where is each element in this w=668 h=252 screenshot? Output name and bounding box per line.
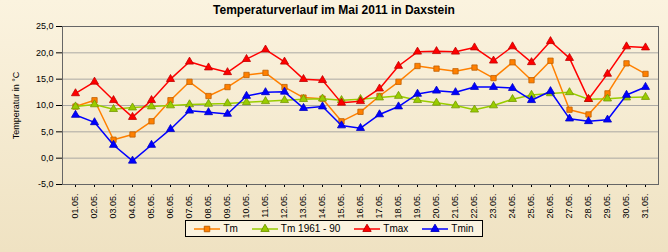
svg-text:04.05.: 04.05. [127, 194, 137, 219]
svg-text:20.05.: 20.05. [431, 194, 441, 219]
svg-text:25,0: 25,0 [36, 21, 54, 31]
svg-text:10,0: 10,0 [36, 100, 54, 110]
svg-text:23.05.: 23.05. [488, 194, 498, 219]
svg-text:02.05.: 02.05. [89, 194, 99, 219]
svg-text:Temperatur in °C: Temperatur in °C [11, 71, 21, 139]
svg-text:07.05.: 07.05. [184, 194, 194, 219]
svg-text:15.05.: 15.05. [336, 194, 346, 219]
svg-text:01.05.: 01.05. [70, 194, 80, 219]
svg-text:28.05.: 28.05. [583, 194, 593, 219]
svg-text:22.05.: 22.05. [469, 194, 479, 219]
html-text:Temperaturverlauf im Mai 2011: Temperaturverlauf im Mai 2011 in Daxstei… [213, 3, 455, 17]
svg-text:14.05.: 14.05. [317, 194, 327, 219]
svg-text:09.05.: 09.05. [222, 194, 232, 219]
html-text:Tmax: Tmax [383, 223, 409, 234]
svg-text:05.05.: 05.05. [146, 194, 156, 219]
svg-text:-5,0: -5,0 [38, 179, 54, 189]
svg-text:16.05.: 16.05. [355, 194, 365, 219]
html-text:Tm: Tm [223, 223, 238, 234]
html-text:Tmin: Tmin [451, 223, 474, 234]
svg-text:12.05.: 12.05. [279, 194, 289, 219]
svg-text:11.05.: 11.05. [260, 194, 270, 218]
svg-text:18.05.: 18.05. [393, 194, 403, 219]
svg-text:21.05.: 21.05. [450, 194, 460, 219]
svg-text:0,0: 0,0 [41, 153, 54, 163]
svg-text:30.05.: 30.05. [621, 194, 631, 219]
svg-text:26.05.: 26.05. [545, 194, 555, 219]
svg-text:15,0: 15,0 [36, 74, 54, 84]
svg-text:17.05.: 17.05. [374, 194, 384, 219]
svg-text:24.05.: 24.05. [507, 194, 517, 219]
svg-text:19.05.: 19.05. [412, 194, 422, 219]
svg-text:29.05.: 29.05. [602, 194, 612, 219]
html-text:Tm 1961 - 90: Tm 1961 - 90 [280, 223, 341, 234]
svg-text:06.05.: 06.05. [165, 194, 175, 219]
svg-text:08.05.: 08.05. [203, 194, 213, 219]
svg-text:25.05.: 25.05. [526, 194, 536, 219]
svg-text:31.05.: 31.05. [640, 194, 650, 219]
svg-text:5,0: 5,0 [41, 127, 54, 137]
svg-text:10.05.: 10.05. [241, 194, 251, 219]
svg-text:03.05.: 03.05. [108, 194, 118, 219]
svg-text:20,0: 20,0 [36, 48, 54, 58]
svg-text:13.05.: 13.05. [298, 194, 308, 219]
svg-text:27.05.: 27.05. [564, 194, 574, 219]
